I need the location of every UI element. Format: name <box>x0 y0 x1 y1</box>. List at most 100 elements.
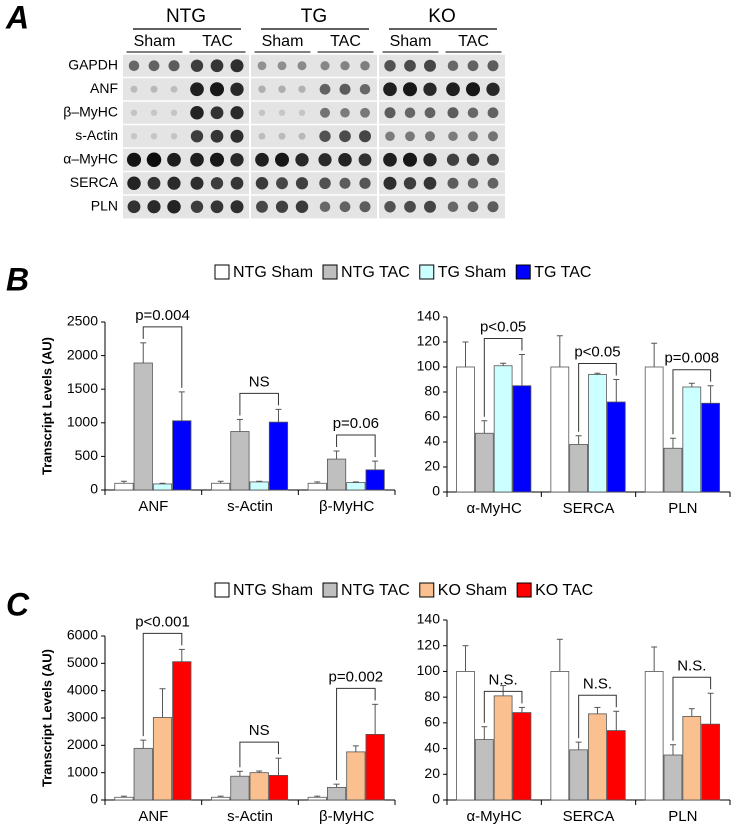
condition-label: TAC <box>458 33 489 50</box>
y-tick-label: 40 <box>424 433 440 449</box>
y-tick-label: 140 <box>417 308 441 324</box>
group-label: NTG <box>166 6 206 27</box>
bar <box>326 458 347 491</box>
blot-dot <box>210 152 224 167</box>
x-tick-label: α-MyHC <box>467 808 522 825</box>
significance-bracket <box>483 690 523 723</box>
panel-letter: C <box>6 586 30 622</box>
blot-dot <box>255 177 269 190</box>
bar <box>474 739 494 801</box>
row-label: SERCA <box>70 174 119 190</box>
blot-block <box>123 54 249 219</box>
legend-label: KO Sham <box>438 582 507 599</box>
bar <box>644 671 664 801</box>
bar <box>569 444 589 493</box>
blot-dot <box>230 200 244 214</box>
y-axis-label: Transcript Levels (AU) <box>39 337 54 475</box>
blot-dot <box>190 176 204 190</box>
group-label: TG <box>301 6 327 27</box>
blot-dot <box>383 176 397 190</box>
y-tick-label: 120 <box>417 636 441 652</box>
blot-dot <box>486 82 500 96</box>
bar <box>114 482 134 491</box>
blot-dot <box>130 85 138 93</box>
blot-dot <box>359 201 371 213</box>
y-tick-label: 2000 <box>67 736 98 752</box>
blot-dot <box>384 107 396 119</box>
blot-dot <box>210 129 224 143</box>
row-label: GAPDH <box>68 56 118 72</box>
bar <box>365 734 385 801</box>
blot-dot <box>297 61 307 71</box>
significance-label: N.S. <box>489 671 518 688</box>
blot-dot <box>230 82 244 96</box>
blot-dot <box>190 82 204 97</box>
x-tick-label: PLN <box>668 500 697 517</box>
bar <box>512 385 532 493</box>
bar <box>663 754 683 801</box>
blot-dot <box>127 176 141 190</box>
blot-dot <box>447 60 459 72</box>
y-tick-label: 20 <box>424 458 440 474</box>
significance-label: p<0.05 <box>574 343 620 360</box>
blot-dot <box>339 201 351 213</box>
x-tick-label: s-Actin <box>227 498 273 515</box>
blot-dot <box>467 201 479 213</box>
blot-dot <box>359 130 371 143</box>
bar <box>268 775 289 801</box>
significance-label: p<0.001 <box>135 613 190 630</box>
blot-dot <box>278 85 286 93</box>
blot-dot <box>383 152 397 167</box>
blot-dot <box>466 82 480 97</box>
y-tick-label: 100 <box>417 662 441 678</box>
bar <box>493 695 513 801</box>
legend-label: NTG TAC <box>341 264 410 281</box>
significance-bracket <box>672 676 712 741</box>
blot-dot <box>403 82 417 97</box>
significance-bracket <box>336 434 376 458</box>
blot-dot <box>467 107 479 119</box>
y-tick-label: 1500 <box>67 380 98 396</box>
blot-dot <box>230 129 244 143</box>
blot-dot <box>278 109 286 116</box>
bar <box>456 671 475 801</box>
blot-dot <box>167 152 181 167</box>
significance-bracket <box>578 694 617 739</box>
bar <box>456 366 475 493</box>
blot-dot <box>359 177 371 189</box>
blot-dot <box>447 201 459 213</box>
blot-dot <box>319 201 331 213</box>
bar <box>606 730 626 801</box>
significance-bracket <box>672 369 712 435</box>
bar <box>682 386 702 493</box>
legend-swatch <box>322 582 338 598</box>
blot-dot <box>404 59 416 72</box>
blot-dot <box>467 177 479 189</box>
blot-block <box>379 54 505 219</box>
blot-dot <box>130 109 138 116</box>
blot-dot <box>383 82 397 97</box>
blot-dot <box>148 60 160 72</box>
x-tick-label: PLN <box>668 808 697 825</box>
blot-dot <box>210 59 224 73</box>
y-axis-label: Transcript Levels (AU) <box>39 649 54 787</box>
blot-dot <box>275 152 289 167</box>
blot-dot <box>360 61 370 71</box>
blot-dot <box>405 131 415 142</box>
bar <box>682 716 702 801</box>
y-tick-label: 5000 <box>67 654 98 670</box>
blot-dot <box>360 107 370 118</box>
bar <box>493 365 513 493</box>
bar <box>550 366 570 493</box>
blot-dot <box>319 177 331 189</box>
blot-dot <box>230 176 244 190</box>
blot-dot <box>424 59 436 72</box>
condition-label: Sham <box>390 33 432 50</box>
blot-dot <box>190 130 204 143</box>
legend-swatch <box>516 582 532 598</box>
bar <box>474 432 494 493</box>
blot-dot <box>230 153 244 167</box>
blot-dot <box>127 200 141 214</box>
blot-dot <box>298 109 306 116</box>
